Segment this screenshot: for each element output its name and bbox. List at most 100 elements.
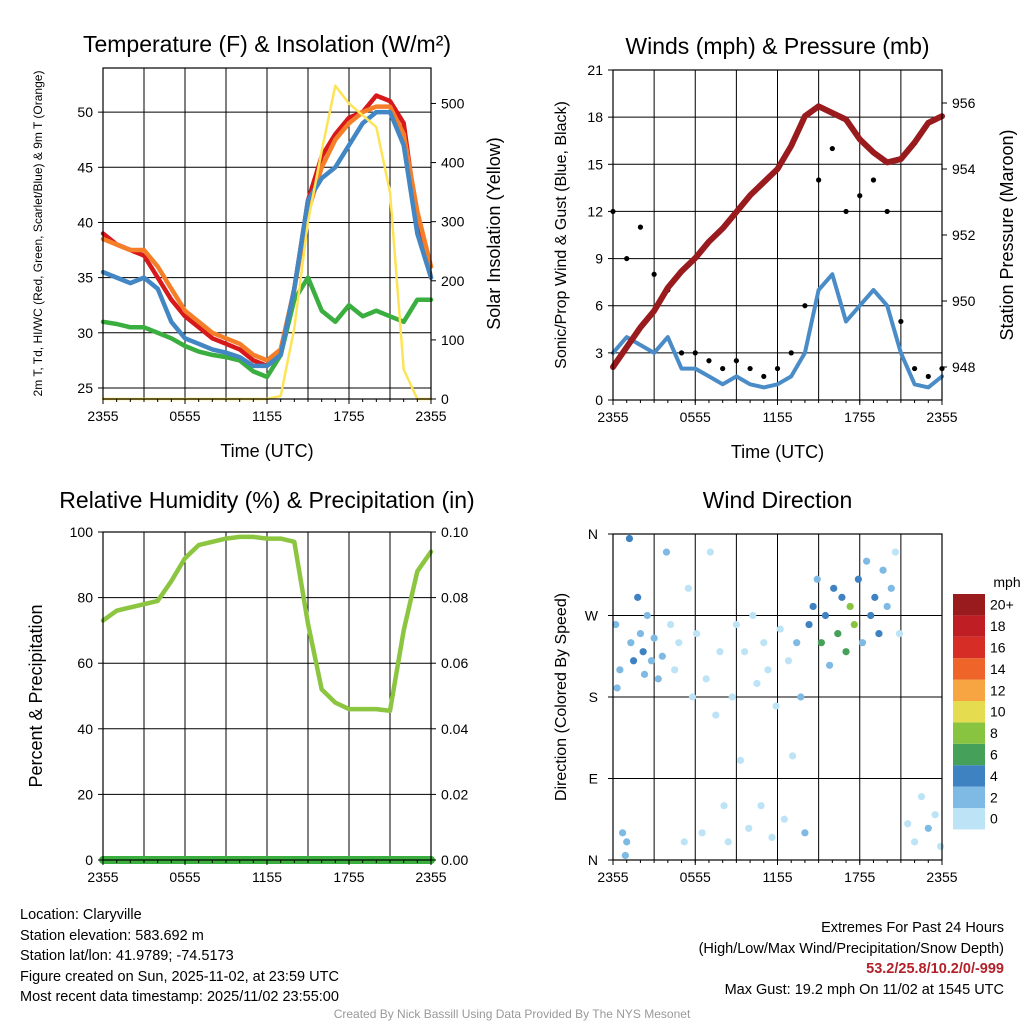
y-tick-label: 6 xyxy=(595,298,603,314)
y-tick-label: E xyxy=(589,771,598,787)
direction-point xyxy=(858,639,867,647)
direction-point xyxy=(618,829,627,837)
series-wc xyxy=(100,109,434,369)
direction-point xyxy=(801,829,809,837)
gust-point xyxy=(637,224,644,230)
x-tick-label: 2355 xyxy=(597,409,628,425)
gust-point xyxy=(720,365,726,372)
direction-point xyxy=(825,661,834,669)
direction-point xyxy=(797,693,805,701)
direction-point xyxy=(821,611,830,620)
y-tick-label: 60 xyxy=(77,655,93,671)
colorbar-label: 2 xyxy=(990,789,998,805)
direction-point xyxy=(616,666,624,674)
series-sonic-wind xyxy=(611,272,944,390)
x-tick-label: 2355 xyxy=(926,869,957,885)
colorbar-legend: mph 0 2 4 6 8 10 12 14 16 18 20+ xyxy=(953,574,1021,830)
direction-point xyxy=(875,630,883,638)
direction-point xyxy=(931,811,939,819)
gust-point xyxy=(802,303,808,309)
y-tick-label-right: 0.08 xyxy=(441,590,468,606)
y-tick-label-right: 400 xyxy=(441,155,465,171)
y-tick-label: 30 xyxy=(77,325,93,341)
figure: Temperature (F) & Insolation (W/m²)2355 0… xyxy=(26,31,1021,885)
direction-point xyxy=(764,666,772,674)
x-tick-label: 1155 xyxy=(762,869,792,885)
y-tick-label-right: 0.10 xyxy=(441,524,468,540)
y-tick-label: 0 xyxy=(85,852,93,868)
extremes-info: Extremes For Past 24 Hours (High/Low/Max… xyxy=(699,918,1004,1000)
direction-point xyxy=(702,675,710,683)
gust-point xyxy=(747,365,753,372)
direction-point xyxy=(871,593,879,601)
x-tick-label: 1155 xyxy=(252,408,282,424)
direction-point xyxy=(643,611,651,620)
y-tick-label: 12 xyxy=(587,203,603,219)
x-axis-label: Time (UTC) xyxy=(731,442,824,462)
y-axis-label-right: Solar Insolation (Yellow) xyxy=(484,137,504,329)
direction-point xyxy=(917,793,926,801)
colorbar-swatch xyxy=(953,615,985,637)
chart-title: Relative Humidity (%) & Precipitation (i… xyxy=(59,487,474,513)
direction-point xyxy=(650,634,658,642)
direction-point xyxy=(627,639,635,647)
y-tick-label-right: 956 xyxy=(952,95,976,111)
colorbar-swatch xyxy=(953,701,985,723)
colorbar-label: 0 xyxy=(990,811,998,827)
max-gust-text: Max Gust: 19.2 mph On 11/02 at 1545 UTC xyxy=(724,981,1004,998)
direction-point xyxy=(924,824,932,832)
direction-point xyxy=(753,679,761,688)
y-tick-label: 100 xyxy=(70,524,94,540)
x-tick-label: 2355 xyxy=(415,869,446,885)
direction-point xyxy=(629,657,638,665)
chart-title: Winds (mph) & Pressure (mb) xyxy=(625,33,929,59)
direction-point xyxy=(613,684,621,692)
direction-point xyxy=(760,639,768,647)
gust-point xyxy=(898,318,904,325)
elevation-text: Station elevation: 583.692 m xyxy=(20,927,204,944)
colorbar-label: 18 xyxy=(990,618,1006,634)
y-axis-label-left: Percent & Precipitation xyxy=(26,604,46,787)
direction-point xyxy=(757,802,765,810)
colorbar-swatch xyxy=(953,786,985,808)
colorbar-swatch xyxy=(953,765,985,787)
direction-point xyxy=(813,575,821,583)
direction-point xyxy=(724,838,732,846)
x-tick-label: 1155 xyxy=(762,409,792,425)
y-tick-label: 35 xyxy=(77,270,93,286)
y-tick-label-right: 200 xyxy=(441,273,465,289)
direction-point xyxy=(809,602,817,611)
colorbar-label: 16 xyxy=(990,640,1006,656)
direction-point xyxy=(867,611,875,620)
x-tick-label: 2355 xyxy=(926,409,957,425)
x-tick-label: 0555 xyxy=(680,409,711,425)
direction-point xyxy=(891,548,899,556)
gust-point xyxy=(816,177,822,183)
direction-point xyxy=(904,820,912,828)
colorbar-label: 8 xyxy=(990,725,998,741)
x-tick-label: 1155 xyxy=(252,869,282,885)
x-tick-label: 2355 xyxy=(597,869,628,885)
direction-point xyxy=(675,639,683,647)
gust-point xyxy=(843,208,849,215)
direction-point xyxy=(662,548,671,556)
series-9m-t xyxy=(100,104,434,363)
y-tick-label-right: 950 xyxy=(952,293,976,309)
direction-point xyxy=(883,602,891,611)
extremes-subtitle: (High/Low/Max Wind/Precipitation/Snow De… xyxy=(698,940,1004,957)
y-axis-label-left: Direction (Colored By Speed) xyxy=(553,593,570,801)
x-tick-label: 1755 xyxy=(844,409,875,425)
y-tick-label: 18 xyxy=(587,109,603,125)
y-tick-label-right: 100 xyxy=(441,332,465,348)
direction-point xyxy=(640,670,649,678)
colorbar-swatch xyxy=(953,679,985,701)
direction-point xyxy=(623,838,631,846)
gust-point xyxy=(925,373,931,380)
y-tick-label: 40 xyxy=(77,721,93,737)
direction-point xyxy=(736,756,745,764)
y-tick-label-right: 0.00 xyxy=(441,852,468,868)
y-axis-label-left: 2m T, Td, HI/WC (Red, Green, Scarlet/Blu… xyxy=(31,71,45,397)
direction-point xyxy=(666,620,675,629)
y-tick-label: 20 xyxy=(77,786,93,802)
panel-2: Winds (mph) & Pressure (mb) 2355 0555 1155 1… xyxy=(553,33,1017,462)
